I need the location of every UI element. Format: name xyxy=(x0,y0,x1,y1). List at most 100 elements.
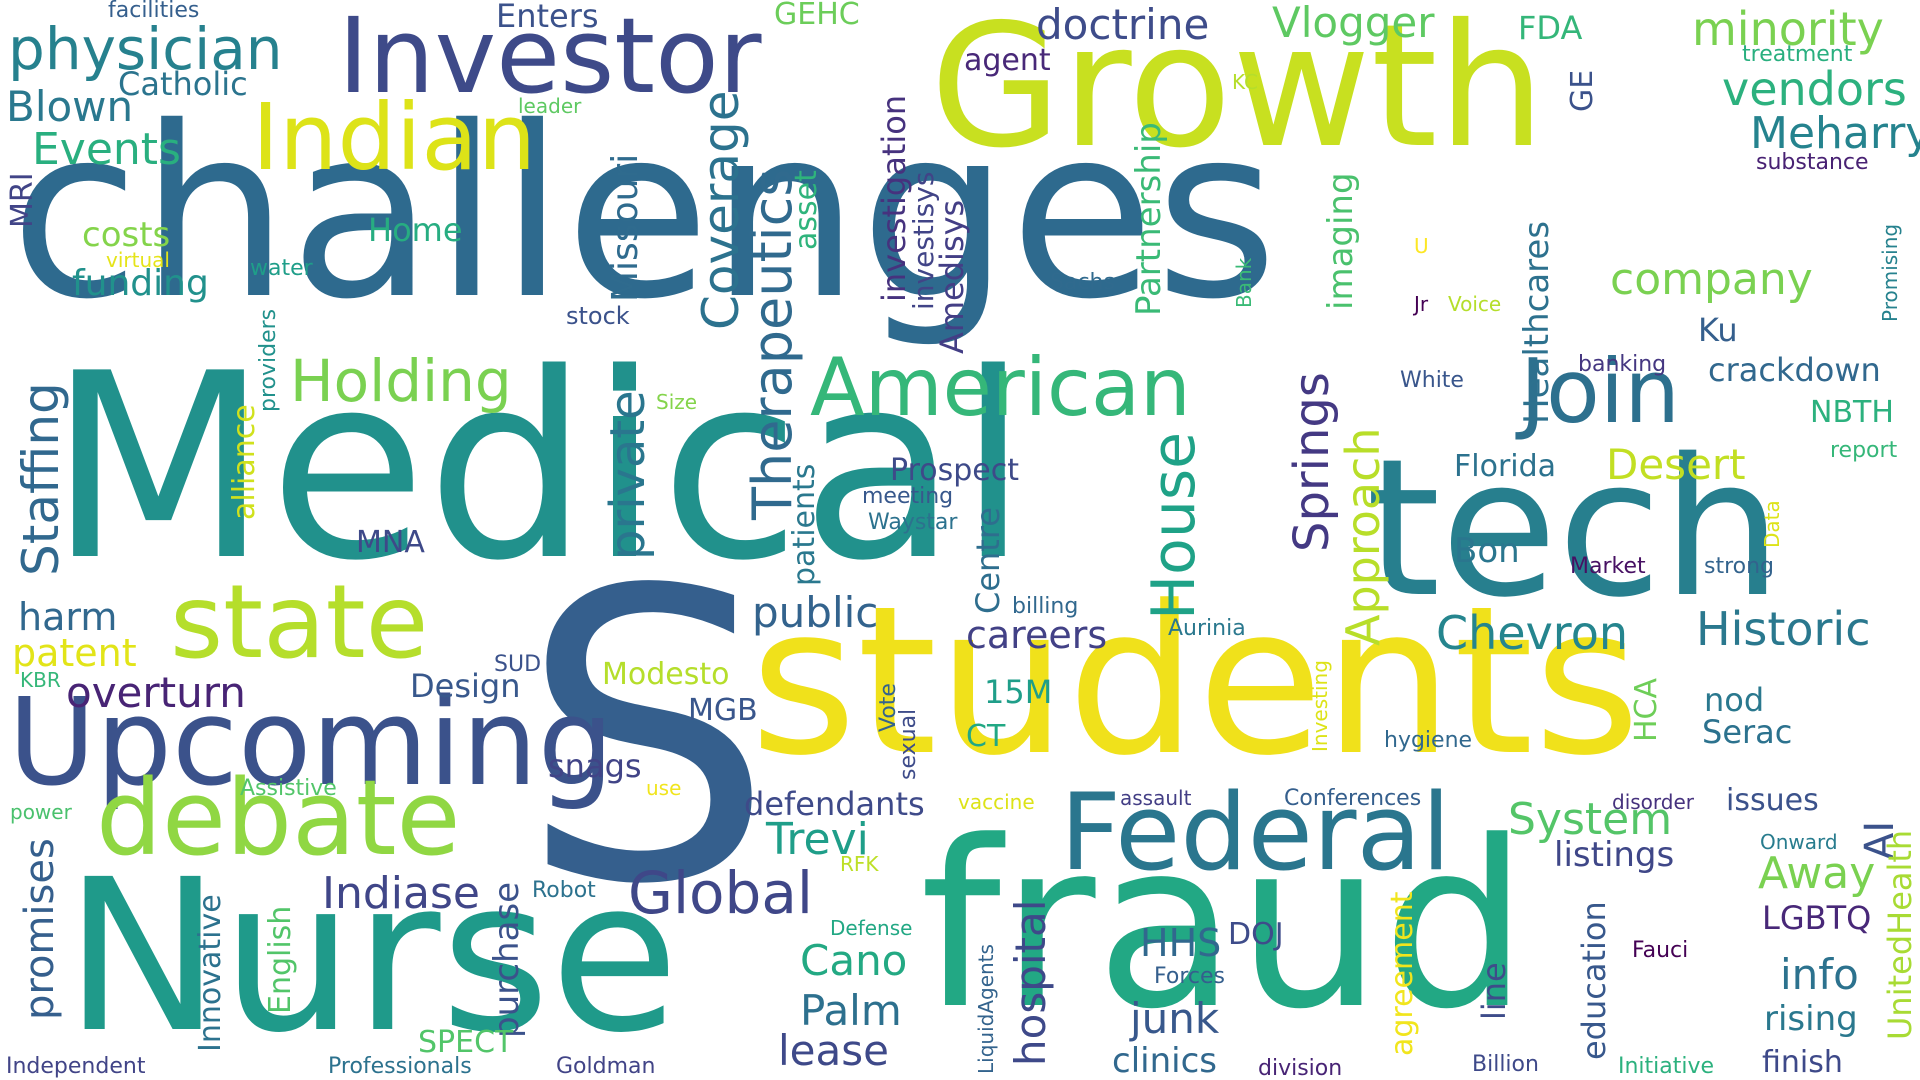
word-banking: banking xyxy=(1578,352,1667,377)
word-assault: assault xyxy=(1120,786,1192,810)
word-assistive: Assistive xyxy=(240,776,337,801)
word-enters: Enters xyxy=(496,0,599,35)
word-sexual: sexual xyxy=(896,708,921,780)
word-vaccine: vaccine xyxy=(958,790,1035,814)
word-kbr: KBR xyxy=(20,668,61,692)
word-rising: rising xyxy=(1764,999,1858,1039)
word-line: line xyxy=(1475,962,1513,1020)
word-florida: Florida xyxy=(1454,449,1557,484)
word-costs: costs xyxy=(82,215,171,255)
word-blown: Blown xyxy=(6,82,134,131)
word-virtual: virtual xyxy=(106,248,170,272)
word-springs: Springs xyxy=(1284,372,1340,552)
word-overturn: overturn xyxy=(66,668,246,717)
word-providers: providers xyxy=(256,308,281,412)
word-unitedhealth: UnitedHealth xyxy=(1881,829,1919,1040)
word-use: use xyxy=(646,776,682,800)
word-robot: Robot xyxy=(532,878,596,903)
word-nurse: Nurse xyxy=(64,834,680,1079)
word-agent: agent xyxy=(964,43,1051,78)
word-15m: 15M xyxy=(984,673,1053,711)
word-meharry: Meharry xyxy=(1750,108,1920,159)
word-lease: lease xyxy=(778,1026,889,1075)
word-patent: patent xyxy=(12,631,137,675)
word-substance: substance xyxy=(1756,150,1869,175)
word-facilities: facilities xyxy=(108,0,200,23)
word-staffing: Staffing xyxy=(12,382,70,576)
word-nbth: NBTH xyxy=(1810,395,1894,430)
word-clinics: clinics xyxy=(1112,1041,1217,1080)
word-jr: Jr xyxy=(1414,292,1429,316)
word-meeting: meeting xyxy=(862,484,954,509)
word-global: Global xyxy=(628,859,814,927)
word-power: power xyxy=(10,800,72,824)
word-careers: careers xyxy=(966,613,1108,657)
word-leader: leader xyxy=(518,94,582,118)
word-billing: billing xyxy=(1012,594,1079,619)
word-disorder: disorder xyxy=(1612,790,1695,814)
word-medical: Medical xyxy=(48,319,1029,617)
word-modesto: Modesto xyxy=(602,657,730,692)
word-info: info xyxy=(1780,950,1859,999)
word-professionals: Professionals xyxy=(328,1054,472,1079)
word-investing: Investing xyxy=(1308,660,1332,752)
word-fauci: Fauci xyxy=(1632,938,1689,963)
word-innovative: Innovative xyxy=(193,894,228,1052)
word-s: S xyxy=(520,507,774,972)
word-defendants: defendants xyxy=(744,785,925,823)
word-conferences: Conferences xyxy=(1284,786,1422,811)
word-missouri: Missouri xyxy=(605,153,646,302)
word-approach: Approach xyxy=(1336,427,1390,646)
word-billion: Billion xyxy=(1472,1052,1539,1077)
word-alliance: alliance xyxy=(227,404,262,520)
word-goldman: Goldman xyxy=(556,1054,656,1079)
word-indian: Indian xyxy=(252,84,537,191)
word-private: private xyxy=(600,390,656,560)
word-palm: Palm xyxy=(800,986,902,1035)
word-mgb: MGB xyxy=(688,693,758,728)
word-asset: asset xyxy=(789,170,824,250)
word-away: Away xyxy=(1758,848,1876,899)
word-cano: Cano xyxy=(800,936,908,985)
word-hygiene: hygiene xyxy=(1384,728,1473,753)
word-federal: Federal xyxy=(1060,771,1451,894)
word-fraud: fraud xyxy=(920,793,1529,1060)
word-bon: Bon xyxy=(1454,531,1520,571)
word-english: English xyxy=(263,905,298,1014)
word-initiative: Initiative xyxy=(1618,1054,1715,1079)
word-indiase: Indiase xyxy=(322,868,480,919)
word-white: White xyxy=(1400,368,1464,393)
word-upcoming: Upcoming xyxy=(8,674,614,813)
word-listings: listings xyxy=(1554,835,1675,875)
word-defense: Defense xyxy=(830,916,913,940)
word-market: Market xyxy=(1570,554,1646,579)
word-spect: SPECT xyxy=(418,1025,514,1060)
word-imaging: imaging xyxy=(1321,172,1361,310)
word-mna: MNA xyxy=(356,525,425,560)
word-ge: GE xyxy=(1565,69,1600,112)
word-tech: tech xyxy=(1366,418,1783,639)
word-growth: Growth xyxy=(930,0,1546,186)
word-join: Join xyxy=(1520,340,1681,443)
word-ku: Ku xyxy=(1698,311,1738,349)
word-system: System xyxy=(1508,794,1673,845)
word-hospital: hospital xyxy=(1006,899,1055,1066)
word-challenges: challenges xyxy=(10,76,1278,351)
word-historic: Historic xyxy=(1696,602,1871,656)
word-healthcares: Healthcares xyxy=(1517,220,1557,424)
word-data: Data xyxy=(1760,500,1784,548)
word-company: company xyxy=(1610,254,1813,305)
word-waystar: Waystar xyxy=(868,510,958,535)
word-coverage: Coverage xyxy=(692,90,750,330)
word-doj: DOJ xyxy=(1228,917,1284,952)
word-home: Home xyxy=(368,211,463,249)
word-voice: Voice xyxy=(1448,292,1502,316)
word-events: Events xyxy=(32,124,181,175)
word-stock: stock xyxy=(566,302,630,330)
word-snags: snags xyxy=(548,747,642,785)
word-chevron: Chevron xyxy=(1436,606,1628,660)
word-agreement: agreement xyxy=(1385,891,1420,1056)
word-prospect: Prospect xyxy=(890,453,1019,488)
word-american: American xyxy=(810,341,1191,434)
